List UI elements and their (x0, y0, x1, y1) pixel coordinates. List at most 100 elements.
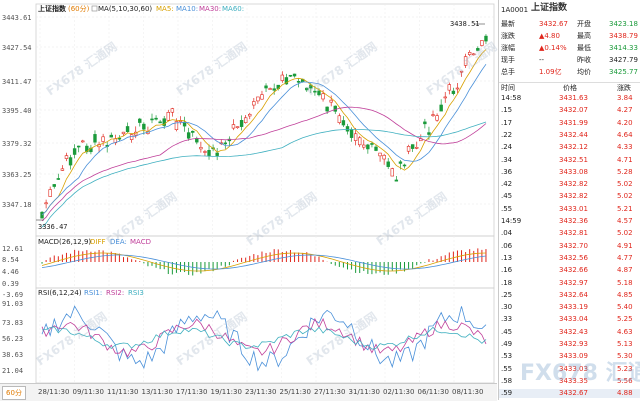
ma30-line (41, 106, 487, 222)
candle-body (166, 112, 170, 121)
tick-change: 5.30 (617, 352, 633, 361)
candle-body (68, 157, 73, 166)
macd-dea-line (41, 254, 487, 270)
candle-body (60, 168, 65, 171)
candle-body (370, 143, 374, 145)
candle-body (353, 133, 358, 141)
candle-body (40, 211, 44, 219)
quote-row: 现手 -- 昨收 3427.79 (499, 56, 640, 65)
ma10-label: MA10: (176, 5, 198, 13)
candle-body (264, 85, 268, 89)
tick-time: .24 (501, 143, 513, 152)
tick-time: .58 (501, 376, 513, 385)
candle-body (459, 70, 464, 73)
tick-change: 5.25 (617, 315, 633, 324)
quote-label: 最高 (577, 32, 591, 40)
macd-diff-label: DIFF (90, 238, 106, 246)
date-label: 31/11:30 (348, 388, 380, 396)
candle-body (406, 146, 411, 152)
candle-body (451, 90, 456, 94)
candle-body (447, 84, 452, 91)
macd-y-tick: 12.61 (2, 245, 23, 253)
quote-label: 最新 (501, 20, 515, 28)
tick-change: 5.13 (617, 340, 633, 348)
candle-body (52, 184, 56, 187)
candle-body (329, 99, 333, 103)
tick-row: .45 3432.82 5.02 (499, 192, 640, 201)
price-y-tick: 3411.47 (2, 78, 32, 86)
candle-body (472, 53, 476, 56)
candle-body (349, 129, 354, 138)
tick-row: .16 3432.66 4.87 (499, 266, 640, 275)
ma5-label: MA5: (156, 5, 174, 13)
candle-body (325, 106, 329, 112)
quote-row: 涨跌 ▲4.80 最高 3438.79 (499, 32, 640, 41)
tick-time: .33 (501, 315, 513, 324)
tick-price: 3432.97 (559, 278, 588, 287)
kline-chart[interactable]: 上证指数 (60分) MA(5,10,30,60) MA5: MA10: MA3… (0, 0, 497, 400)
chart-title: 上证指数 (38, 4, 67, 13)
tick-price: 3433.08 (559, 167, 588, 176)
tick-time: .53 (501, 352, 513, 361)
quote-value: 3432.67 (539, 20, 568, 28)
candle-body (382, 154, 386, 160)
candle-body (341, 120, 346, 126)
tick-price: 3432.44 (559, 130, 588, 139)
quote-label: 涨幅 (501, 44, 515, 52)
date-label: 19/11:30 (210, 388, 242, 396)
tick-row: .55 3433.01 5.21 (499, 205, 640, 214)
candle-body (252, 101, 256, 106)
candle-body (248, 113, 252, 117)
macd-macd-label: MACD (130, 238, 151, 246)
tick-time: .15 (501, 106, 513, 115)
candle-body (154, 117, 158, 120)
candle-body (366, 144, 370, 150)
tick-price: 3433.04 (559, 315, 588, 324)
tick-row: .25 3432.64 4.85 (499, 291, 640, 300)
rsi2-line (41, 317, 487, 358)
rsi-y-tick: 38.63 (2, 351, 23, 359)
tick-change: 4.33 (617, 143, 633, 152)
date-label: 17/11:30 (176, 388, 208, 396)
tick-change: 5.23 (617, 364, 633, 373)
candle-body (415, 147, 419, 149)
ma-toggle-checkbox[interactable] (91, 5, 98, 12)
tick-change: 5.21 (617, 204, 633, 213)
date-label: 09/11:30 (72, 388, 104, 396)
price-panel-frame (35, 3, 495, 237)
tick-price: 3432.82 (559, 180, 588, 189)
tick-row: .36 3433.08 5.28 (499, 168, 640, 177)
quote-row: 最新 3432.67 开盘 3423.18 (499, 20, 640, 29)
chart-area[interactable]: 上证指数 (60分) MA(5,10,30,60) MA5: MA10: MA3… (0, 0, 500, 401)
candle-body (427, 132, 431, 135)
tick-change: 4.20 (617, 118, 633, 127)
tick-price: 3432.12 (559, 143, 588, 152)
tick-price: 3432.82 (559, 192, 588, 201)
price-y-tick: 3379.32 (2, 140, 32, 148)
candle-body (150, 118, 154, 121)
tick-change: 5.02 (617, 192, 633, 201)
tick-time: .49 (501, 340, 513, 348)
candle-body (72, 148, 77, 155)
quote-label: 现手 (501, 56, 515, 64)
tick-time: .25 (501, 290, 513, 299)
tick-price: 3432.70 (559, 241, 588, 250)
rsi2-label: RSI2: (106, 289, 124, 297)
quote-value: -- (539, 56, 545, 64)
rsi1-line (41, 305, 487, 372)
candle-body (101, 136, 105, 142)
candle-body (439, 104, 443, 112)
tick-row: .13 3432.56 4.77 (499, 254, 640, 263)
tick-change: 4.77 (617, 253, 633, 262)
tick-row: .33 3433.04 5.25 (499, 315, 640, 324)
candle-body (231, 124, 236, 129)
tick-time: .34 (501, 155, 513, 164)
macd-y-tick: 0.39 (2, 280, 19, 288)
tick-price: 3432.43 (559, 327, 588, 336)
period-button[interactable]: 60分 (2, 386, 26, 400)
tick-change: 4.57 (617, 217, 633, 225)
tick-price: 3432.07 (559, 106, 588, 115)
tick-change: 5.56 (617, 376, 633, 385)
tick-row: .17 3431.99 4.20 (499, 119, 640, 128)
quote-value: 3425.77 (609, 68, 638, 76)
